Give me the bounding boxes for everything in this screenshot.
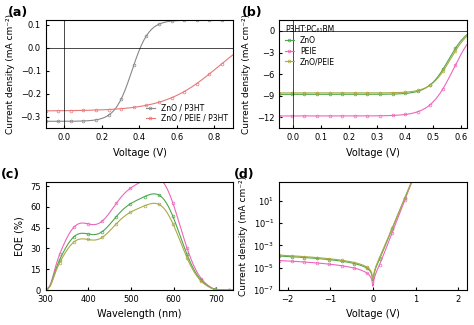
Text: (b): (b)	[242, 6, 262, 19]
Y-axis label: Current density (mA cm⁻²): Current density (mA cm⁻²)	[239, 176, 248, 296]
Y-axis label: Current density (mA cm⁻²): Current density (mA cm⁻²)	[242, 14, 251, 134]
Text: (d): (d)	[234, 168, 255, 181]
X-axis label: Wavelength (nm): Wavelength (nm)	[97, 309, 182, 319]
Y-axis label: Current density (mA cm⁻²): Current density (mA cm⁻²)	[6, 14, 15, 134]
Legend: ZnO, PEIE, ZnO/PEIE: ZnO, PEIE, ZnO/PEIE	[283, 24, 337, 68]
X-axis label: Voltage (V): Voltage (V)	[112, 148, 166, 158]
Text: (a): (a)	[8, 6, 28, 19]
X-axis label: Voltage (V): Voltage (V)	[346, 148, 400, 158]
Y-axis label: EQE (%): EQE (%)	[15, 216, 25, 256]
Legend: ZnO / P3HT, ZnO / PEIE / P3HT: ZnO / P3HT, ZnO / PEIE / P3HT	[144, 102, 229, 124]
Text: (c): (c)	[0, 168, 20, 181]
X-axis label: Voltage (V): Voltage (V)	[346, 309, 400, 319]
